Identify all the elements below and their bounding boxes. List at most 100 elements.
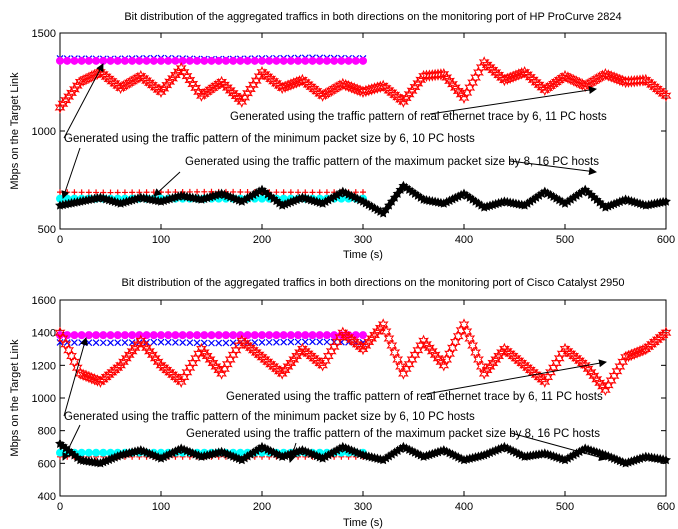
annotation-arrow bbox=[425, 359, 607, 395]
series-1-point bbox=[322, 331, 331, 340]
series-1-point bbox=[258, 331, 266, 340]
series-2-point bbox=[245, 82, 256, 96]
series-3-point bbox=[323, 189, 330, 196]
series-2-point bbox=[594, 376, 606, 390]
series-0-point bbox=[172, 338, 179, 346]
series-2-point bbox=[608, 71, 620, 84]
x-axis-label: Time (s) bbox=[343, 517, 383, 529]
series-2-point bbox=[74, 367, 86, 380]
annotation-arrow bbox=[63, 337, 88, 417]
series-2-point bbox=[484, 360, 496, 373]
series-2-point bbox=[247, 78, 259, 92]
series-1-point bbox=[84, 56, 93, 65]
y-axis-label: Mbps on the Target Link bbox=[9, 339, 21, 457]
series-1-point bbox=[77, 56, 86, 65]
series-1-point bbox=[243, 331, 252, 340]
series-0-point bbox=[208, 339, 215, 347]
series-2-point bbox=[452, 84, 464, 98]
series-0-point bbox=[301, 338, 309, 346]
series-2-point bbox=[83, 370, 95, 384]
series-2-point bbox=[54, 101, 66, 114]
series-4-point bbox=[77, 448, 86, 457]
series-1-point bbox=[120, 56, 129, 65]
series-0-point bbox=[121, 339, 129, 347]
x-tick-label: 200 bbox=[253, 501, 271, 513]
series-2-point bbox=[152, 355, 164, 369]
series-2-point bbox=[149, 352, 161, 365]
series-2-point bbox=[345, 81, 357, 94]
y-tick-label: 1000 bbox=[32, 126, 56, 138]
series-0-point bbox=[215, 339, 223, 347]
series-0-point bbox=[265, 338, 273, 346]
series-3-point bbox=[360, 189, 366, 196]
series-2-point bbox=[63, 90, 75, 103]
series-2-point bbox=[366, 83, 378, 96]
series-1-point bbox=[243, 56, 252, 65]
series-2-point bbox=[167, 72, 179, 85]
series-2-point bbox=[406, 84, 418, 97]
series-2-point bbox=[374, 321, 386, 335]
series-3-point bbox=[93, 189, 100, 196]
series-2-point bbox=[481, 363, 493, 377]
series-1-point bbox=[185, 56, 194, 65]
series-3-point bbox=[57, 189, 63, 196]
x-tick-label: 400 bbox=[455, 234, 473, 246]
x-tick-label: 600 bbox=[657, 501, 675, 513]
series-1-point bbox=[200, 56, 209, 65]
series-2-point bbox=[288, 77, 300, 90]
series-1-point bbox=[330, 56, 339, 65]
series-2-point bbox=[213, 363, 225, 377]
series-1-point bbox=[236, 56, 245, 65]
series-1-point bbox=[193, 56, 202, 65]
series-1-point bbox=[301, 56, 310, 65]
series-0-point bbox=[222, 339, 230, 347]
series-1-point bbox=[200, 331, 209, 340]
y-tick-label: 1200 bbox=[32, 360, 56, 372]
annotation-arrow bbox=[509, 160, 597, 176]
series-2-point bbox=[559, 69, 571, 83]
series-2-point bbox=[429, 348, 441, 362]
series-3-point bbox=[280, 189, 287, 196]
series-4-point bbox=[279, 194, 288, 203]
series-1-point bbox=[272, 56, 281, 65]
series-3-point bbox=[287, 189, 294, 196]
series-1-point bbox=[92, 331, 101, 340]
series-0-point bbox=[309, 338, 316, 346]
series-1-point bbox=[359, 331, 367, 340]
series-2-point bbox=[207, 81, 219, 95]
series-2-point bbox=[112, 361, 124, 374]
series-1-point bbox=[337, 56, 346, 65]
series-4-point bbox=[84, 448, 93, 457]
series-2-point bbox=[585, 366, 597, 379]
series-2-point bbox=[57, 97, 69, 111]
series-2-point bbox=[210, 79, 222, 93]
x-tick-label: 500 bbox=[556, 501, 574, 513]
series-4-point bbox=[99, 448, 108, 457]
x-tick-label: 100 bbox=[152, 234, 170, 246]
series-2-point bbox=[614, 73, 626, 87]
series-1-point bbox=[265, 56, 274, 65]
series-2-point bbox=[141, 341, 152, 355]
series-2-point bbox=[198, 346, 210, 359]
series-2-point bbox=[69, 83, 80, 96]
series-2-point bbox=[438, 359, 450, 372]
series-2-point bbox=[294, 346, 305, 359]
series-2-point bbox=[285, 356, 297, 370]
series-3-point bbox=[71, 189, 78, 196]
x-tick-label: 500 bbox=[556, 234, 574, 246]
series-1-point bbox=[120, 331, 129, 340]
series-2-point bbox=[77, 368, 89, 381]
series-2-point bbox=[594, 71, 606, 84]
annotation-arrow bbox=[153, 171, 181, 197]
series-1-point bbox=[149, 331, 158, 340]
series-2-point bbox=[80, 369, 92, 383]
chart-title: Bit distribution of the aggregated traff… bbox=[121, 277, 624, 289]
series-2-point bbox=[623, 349, 634, 363]
series-1-point bbox=[315, 56, 324, 65]
annotation-2: Generated using the traffic pattern of t… bbox=[186, 428, 600, 440]
series-2-point bbox=[620, 350, 631, 364]
series-2-point bbox=[276, 81, 288, 95]
y-tick-label: 800 bbox=[38, 426, 56, 438]
series-2-point bbox=[423, 341, 435, 355]
series-1-point bbox=[308, 56, 317, 65]
